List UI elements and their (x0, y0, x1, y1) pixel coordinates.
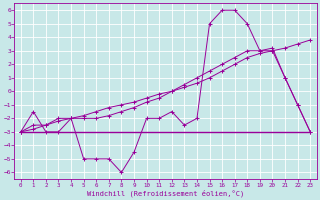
X-axis label: Windchill (Refroidissement éolien,°C): Windchill (Refroidissement éolien,°C) (87, 189, 244, 197)
